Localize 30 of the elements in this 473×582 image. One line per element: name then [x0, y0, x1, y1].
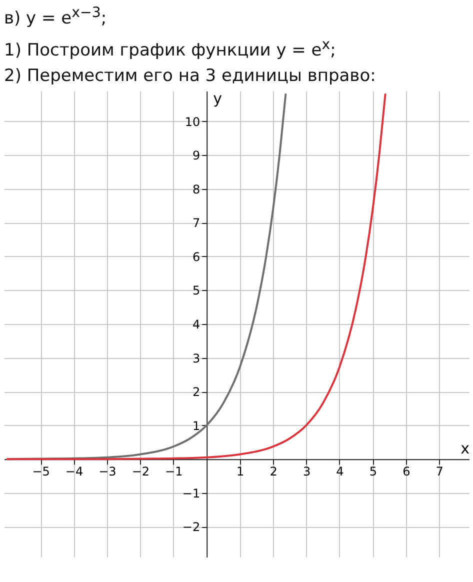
- y-tick-label: −1: [182, 486, 200, 501]
- x-tick-label: −1: [165, 464, 183, 479]
- y-tick-label: 10: [184, 115, 200, 130]
- text: 2) Переместим его на 3 единицы вправо:: [3, 65, 377, 88]
- chart-title: в) y = e$^{x−3}$;: [3, 4, 108, 31]
- y-tick-label: 9: [192, 148, 200, 163]
- y-tick-label: 4: [192, 318, 200, 332]
- y-tick-label: 5: [192, 284, 200, 298]
- y-tick-label: 8: [192, 182, 200, 197]
- x-tick-label: −2: [132, 464, 150, 479]
- y-tick-label: 3: [192, 352, 200, 366]
- y-tick-label: 2: [192, 385, 200, 400]
- x-tick-label: −4: [65, 464, 84, 479]
- x-tick-label: 5: [369, 464, 377, 479]
- x-tick-label: 1: [236, 464, 244, 479]
- x-tick-label: 7: [436, 464, 444, 479]
- y-tick-label: 6: [192, 250, 200, 264]
- y-tick-label: −2: [182, 520, 200, 534]
- y-tick-label: 1: [192, 419, 200, 434]
- x-tick-label: 4: [336, 464, 344, 479]
- x-tick-label: 2: [270, 464, 278, 479]
- y-axis-title: y: [213, 90, 222, 108]
- y-tick-label: 7: [192, 216, 200, 231]
- x-tick-label: −5: [32, 464, 50, 479]
- text: 1) Построим график функции y = e$^{x}$;: [3, 36, 337, 62]
- x-axis-title: x: [460, 440, 470, 458]
- x-tick-label: −3: [98, 464, 116, 479]
- line-series: [6, 94, 386, 460]
- x-tick-label: 6: [402, 464, 410, 479]
- x-tick-label: 3: [302, 464, 311, 479]
